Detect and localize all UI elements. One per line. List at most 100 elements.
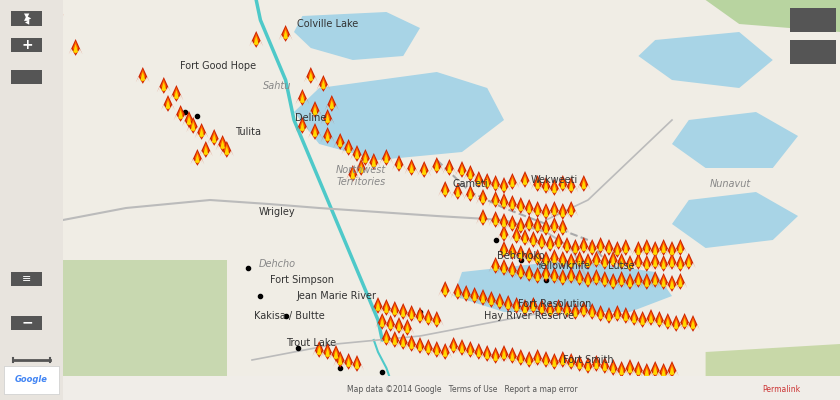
Polygon shape — [384, 334, 389, 343]
Polygon shape — [531, 267, 544, 284]
Polygon shape — [606, 251, 620, 268]
Polygon shape — [558, 205, 568, 218]
Polygon shape — [615, 246, 620, 255]
Polygon shape — [564, 267, 578, 284]
Polygon shape — [566, 203, 576, 216]
Polygon shape — [440, 183, 450, 196]
Polygon shape — [499, 347, 509, 360]
Polygon shape — [577, 256, 582, 265]
Polygon shape — [426, 314, 431, 323]
Polygon shape — [632, 241, 645, 258]
Bar — [790, 40, 836, 64]
Polygon shape — [501, 230, 507, 239]
Polygon shape — [329, 100, 334, 109]
Polygon shape — [52, 3, 62, 16]
Polygon shape — [581, 253, 595, 270]
Polygon shape — [669, 246, 675, 255]
Polygon shape — [648, 271, 662, 288]
Polygon shape — [388, 320, 393, 329]
Polygon shape — [667, 363, 677, 376]
Polygon shape — [522, 176, 528, 185]
Polygon shape — [512, 299, 522, 312]
Polygon shape — [497, 298, 502, 307]
Polygon shape — [566, 255, 576, 268]
FancyBboxPatch shape — [0, 0, 252, 380]
Bar — [11, 11, 42, 26]
Polygon shape — [478, 191, 488, 204]
Polygon shape — [585, 303, 599, 320]
Polygon shape — [560, 301, 574, 318]
Polygon shape — [503, 297, 513, 310]
Polygon shape — [507, 245, 517, 258]
Polygon shape — [594, 256, 599, 265]
Polygon shape — [489, 347, 502, 364]
Polygon shape — [556, 304, 561, 313]
Polygon shape — [73, 44, 78, 53]
Polygon shape — [405, 159, 418, 176]
Polygon shape — [499, 215, 509, 228]
Text: Trout Lake: Trout Lake — [286, 338, 336, 348]
Polygon shape — [541, 353, 551, 366]
Polygon shape — [575, 357, 585, 370]
Polygon shape — [535, 222, 540, 231]
Polygon shape — [191, 149, 204, 166]
Polygon shape — [653, 311, 666, 328]
Polygon shape — [381, 151, 391, 164]
Polygon shape — [454, 260, 672, 312]
Polygon shape — [653, 276, 658, 285]
Polygon shape — [545, 237, 555, 250]
Polygon shape — [338, 138, 343, 147]
Polygon shape — [398, 335, 408, 348]
Polygon shape — [623, 273, 637, 290]
Polygon shape — [514, 232, 519, 241]
Polygon shape — [596, 239, 606, 252]
Polygon shape — [506, 215, 519, 232]
Polygon shape — [199, 141, 213, 158]
Polygon shape — [390, 333, 400, 346]
Polygon shape — [518, 222, 523, 231]
Polygon shape — [491, 177, 501, 190]
Polygon shape — [407, 307, 417, 320]
Text: Map data ©2014 Google   Terms of Use   Report a map error: Map data ©2014 Google Terms of Use Repor… — [347, 386, 577, 394]
Polygon shape — [648, 361, 662, 378]
Polygon shape — [501, 264, 507, 273]
Polygon shape — [562, 303, 572, 316]
Polygon shape — [42, 57, 55, 74]
Polygon shape — [506, 173, 519, 190]
Polygon shape — [409, 164, 414, 173]
Text: ▼: ▼ — [24, 13, 29, 19]
Polygon shape — [661, 244, 666, 253]
Polygon shape — [443, 159, 456, 176]
Polygon shape — [581, 271, 595, 288]
Polygon shape — [650, 255, 660, 268]
Polygon shape — [659, 275, 669, 288]
Polygon shape — [440, 345, 450, 358]
Polygon shape — [491, 193, 501, 206]
Polygon shape — [380, 318, 385, 327]
Polygon shape — [644, 278, 649, 287]
Polygon shape — [646, 311, 656, 324]
Polygon shape — [602, 307, 616, 324]
Polygon shape — [470, 289, 480, 302]
Polygon shape — [564, 242, 570, 251]
Polygon shape — [564, 201, 578, 218]
Polygon shape — [533, 269, 543, 282]
Polygon shape — [507, 217, 517, 230]
Text: Jean Marie River: Jean Marie River — [296, 291, 376, 301]
Polygon shape — [432, 343, 442, 356]
Polygon shape — [640, 239, 654, 256]
Text: Wrigley: Wrigley — [259, 207, 296, 217]
Polygon shape — [632, 271, 645, 288]
Polygon shape — [573, 308, 578, 317]
Polygon shape — [350, 355, 364, 372]
Polygon shape — [633, 363, 643, 376]
Polygon shape — [535, 254, 540, 263]
Polygon shape — [606, 244, 612, 253]
Polygon shape — [657, 239, 670, 256]
Polygon shape — [493, 293, 507, 310]
Polygon shape — [548, 267, 561, 284]
Polygon shape — [615, 253, 628, 270]
Polygon shape — [665, 241, 679, 258]
Polygon shape — [608, 361, 618, 374]
Polygon shape — [489, 211, 502, 228]
